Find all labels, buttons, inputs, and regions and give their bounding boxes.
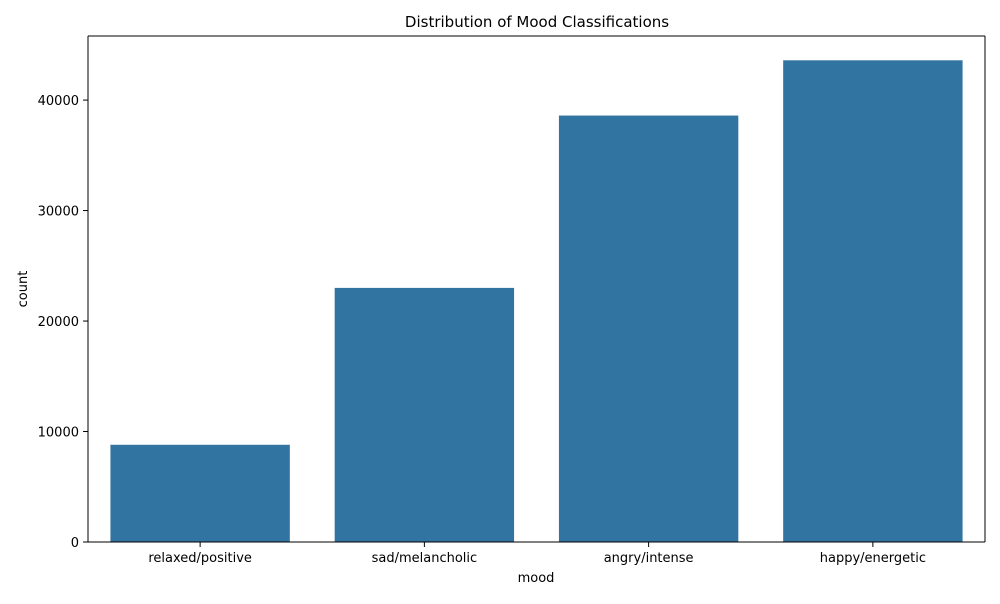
bar-2 bbox=[558, 115, 739, 543]
chart-title: Distribution of Mood Classifications bbox=[405, 13, 669, 31]
x-axis-ticks: relaxed/positive sad/melancholic angry/int… bbox=[148, 542, 926, 566]
y-axis-label: count bbox=[16, 271, 31, 308]
y-axis-ticks: 0 10000 20000 30000 40000 bbox=[38, 94, 88, 551]
x-axis-label: mood bbox=[518, 571, 555, 586]
bar-0 bbox=[110, 444, 290, 542]
x-tick-label-3: happy/energetic bbox=[820, 551, 926, 566]
x-tick-label-1: sad/melancholic bbox=[372, 551, 478, 566]
y-tick-label-0: 0 bbox=[71, 536, 79, 551]
y-tick-label-2: 20000 bbox=[38, 315, 79, 330]
bar-1 bbox=[334, 287, 515, 542]
y-tick-label-3: 30000 bbox=[38, 205, 79, 220]
x-tick-label-2: angry/intense bbox=[604, 551, 694, 566]
bar-3 bbox=[783, 60, 963, 543]
y-tick-label-1: 10000 bbox=[38, 426, 79, 441]
x-tick-label-0: relaxed/positive bbox=[148, 551, 252, 566]
y-tick-label-4: 40000 bbox=[38, 94, 79, 109]
bars-group bbox=[110, 60, 963, 543]
